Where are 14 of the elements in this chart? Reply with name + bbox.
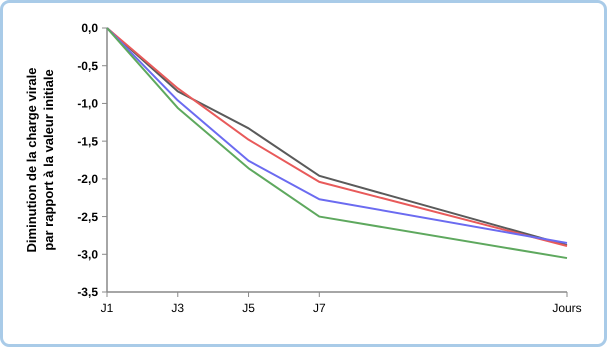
x-tick-label: Jours — [552, 301, 582, 315]
y-tick-label: -3,5 — [77, 285, 98, 300]
y-tick-label: -2,5 — [77, 210, 98, 224]
x-tick-label: J1 — [100, 301, 114, 315]
y-axis-title: Diminution de la charge virale par rapport à la valeur initiale — [24, 68, 56, 252]
y-tick-label: -0,5 — [77, 58, 98, 73]
y-tick-label: -2,0 — [77, 172, 98, 186]
y-tick-label: -1,5 — [77, 134, 98, 148]
x-tick-label: J5 — [242, 301, 256, 315]
y-tick-label: -1,0 — [77, 96, 98, 111]
x-tick-label: J3 — [171, 301, 184, 315]
x-tick-label: J7 — [312, 301, 326, 315]
y-tick-label: 0,0 — [81, 21, 98, 36]
y-tick-label: -3,0 — [77, 247, 98, 262]
